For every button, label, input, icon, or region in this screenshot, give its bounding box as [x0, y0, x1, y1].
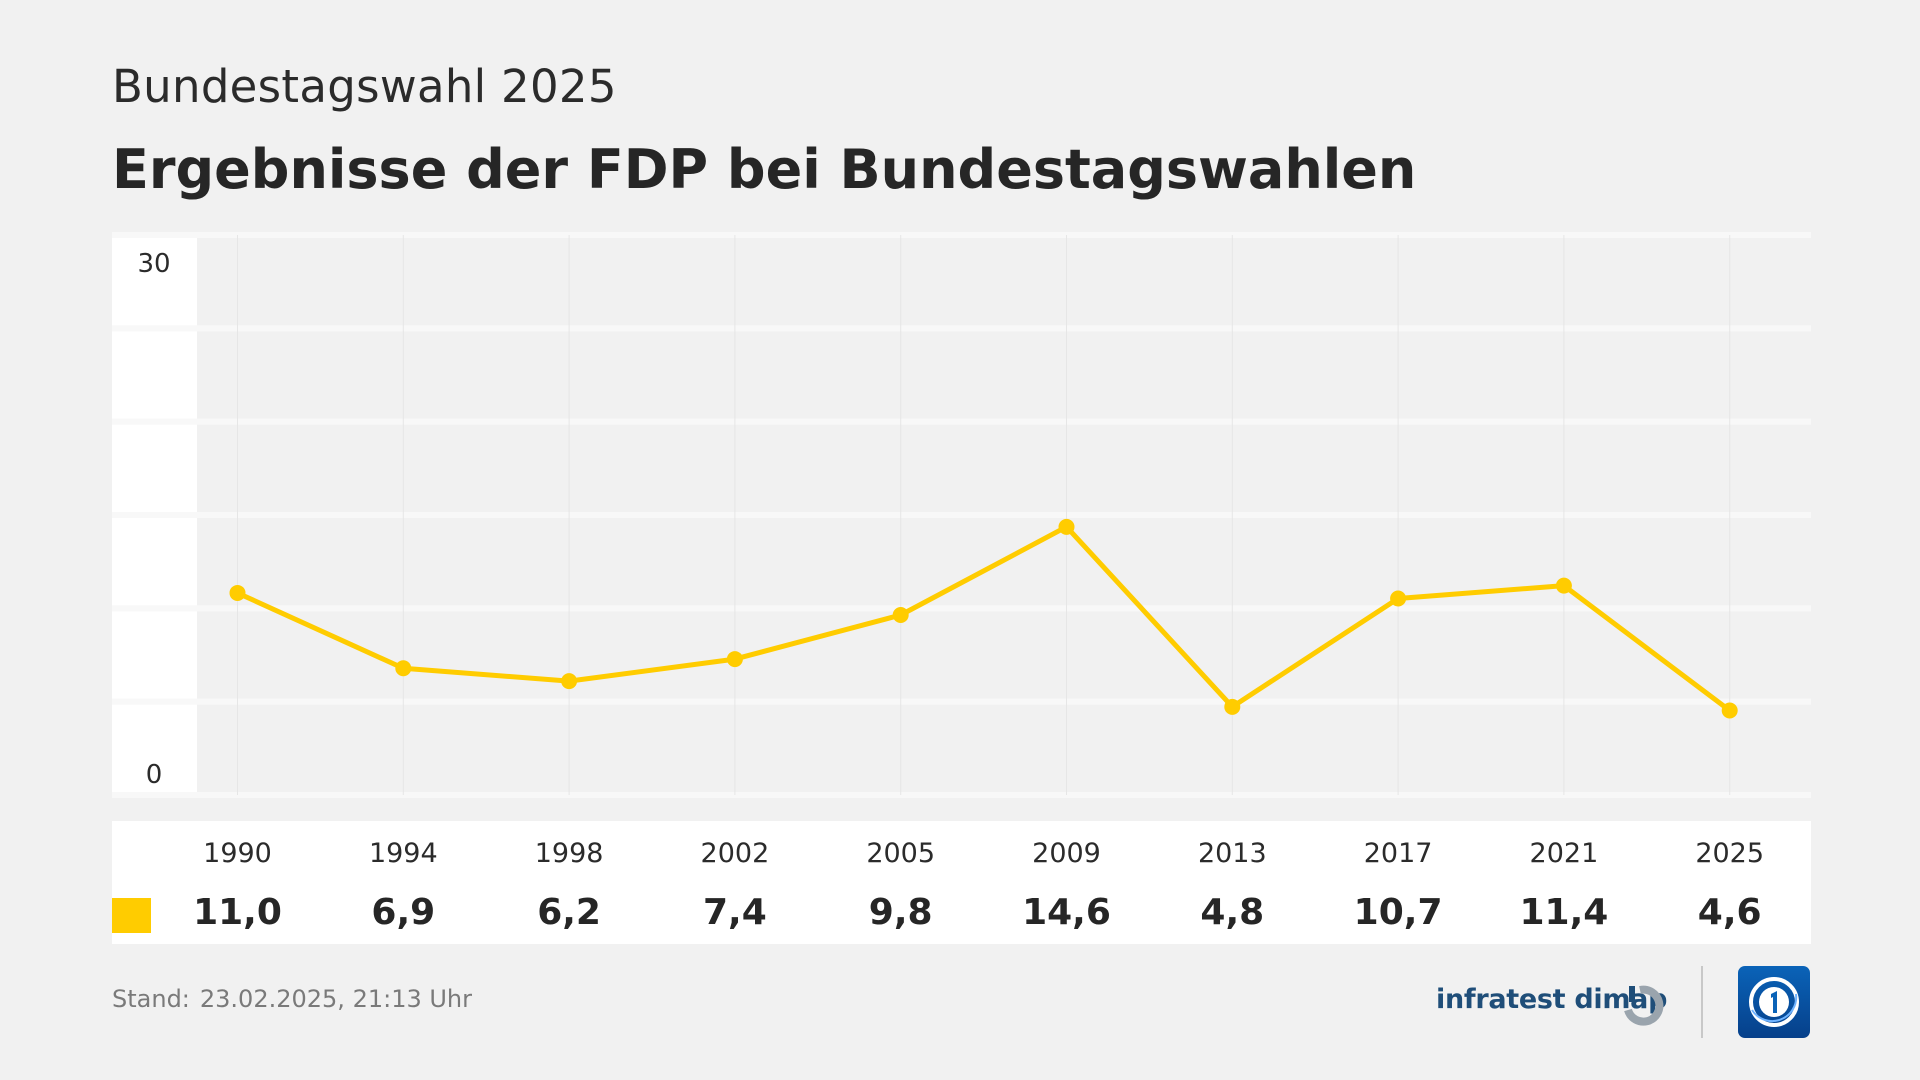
x-tick-label: 2002 [700, 838, 770, 869]
line-chart: 30 0 [112, 232, 1811, 798]
data-label: 11,4 [1519, 892, 1609, 933]
data-label: 10,7 [1353, 892, 1443, 933]
grid-line-horizontal [112, 418, 1811, 425]
x-tick-label: 1990 [203, 838, 272, 869]
data-label: 14,6 [1022, 892, 1111, 933]
x-tick-label: 2005 [866, 838, 936, 869]
data-point [1721, 702, 1738, 719]
chart-title: Ergebnisse der FDP bei Bundestagswahlen [112, 138, 1417, 201]
data-point [1224, 698, 1241, 715]
grid-line-horizontal [112, 698, 1811, 705]
data-point [561, 673, 578, 690]
data-label: 9,8 [868, 892, 933, 933]
grid-line-horizontal [112, 232, 1811, 238]
x-tick-label: 2009 [1032, 838, 1101, 869]
y-tick-label: 0 [146, 760, 163, 790]
data-label: 7,4 [703, 892, 767, 933]
data-label: 11,0 [193, 892, 282, 933]
x-tick-label: 2021 [1529, 838, 1599, 869]
data-label: 6,9 [371, 892, 436, 933]
grid-line-horizontal [112, 325, 1811, 332]
chart-subtitle: Bundestagswahl 2025 [112, 60, 617, 113]
footer-divider [1701, 966, 1703, 1038]
data-point [1058, 518, 1075, 535]
y-tick-label: 30 [137, 249, 170, 279]
timestamp: Stand: 23.02.2025, 21:13 Uhr [112, 985, 472, 1013]
grid-line-horizontal [112, 792, 1811, 798]
data-point [1555, 577, 1572, 594]
data-label: 4,8 [1200, 892, 1265, 933]
x-tick-label: 2025 [1695, 838, 1765, 869]
data-point [395, 660, 412, 677]
grid-line-horizontal [112, 512, 1811, 518]
tagesschau-1-logo-icon [1738, 966, 1810, 1038]
infratest-dimap-logo-icon [1624, 985, 1664, 1026]
x-tick-label: 1994 [368, 838, 438, 869]
data-point [1390, 590, 1407, 607]
grid-line-horizontal [112, 605, 1811, 612]
data-point [726, 651, 743, 668]
data-label: 4,6 [1697, 892, 1762, 933]
data-point [229, 584, 246, 601]
data-point [892, 607, 909, 624]
x-tick-label: 1998 [534, 838, 604, 869]
series-line [235, 524, 1733, 714]
timestamp-value: 23.02.2025, 21:13 Uhr [199, 985, 472, 1013]
timestamp-label: Stand: [112, 985, 190, 1013]
x-tick-label: 2017 [1363, 838, 1433, 869]
x-tick-label: 2013 [1197, 838, 1267, 869]
data-label: 6,2 [537, 892, 601, 933]
legend-swatch [112, 898, 151, 933]
values-table [112, 821, 1811, 944]
